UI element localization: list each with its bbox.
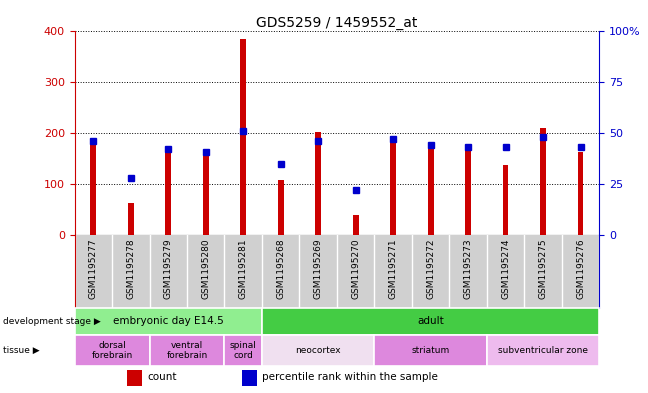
Text: GSM1195270: GSM1195270 <box>351 239 360 299</box>
Bar <box>503 165 509 235</box>
Text: GSM1195277: GSM1195277 <box>89 239 98 299</box>
Bar <box>316 132 321 235</box>
Text: count: count <box>147 373 176 382</box>
Text: embryonic day E14.5: embryonic day E14.5 <box>113 316 224 327</box>
Text: GSM1195274: GSM1195274 <box>501 239 510 299</box>
Text: dorsal
forebrain: dorsal forebrain <box>91 341 133 360</box>
Text: GSM1195278: GSM1195278 <box>126 239 135 299</box>
Bar <box>578 152 583 235</box>
Text: spinal
cord: spinal cord <box>230 341 257 360</box>
Bar <box>75 335 150 366</box>
Text: GSM1195279: GSM1195279 <box>164 239 173 299</box>
Text: ventral
forebrain: ventral forebrain <box>167 341 207 360</box>
Text: GSM1195281: GSM1195281 <box>238 239 248 299</box>
Bar <box>224 335 262 366</box>
Bar <box>128 203 133 235</box>
Text: GSM1195280: GSM1195280 <box>202 239 210 299</box>
Bar <box>127 371 142 386</box>
Bar <box>91 141 96 235</box>
Bar <box>540 128 546 235</box>
Text: adult: adult <box>417 316 444 327</box>
Text: neocortex: neocortex <box>295 346 341 355</box>
Bar <box>242 371 257 386</box>
Text: GSM1195271: GSM1195271 <box>389 239 398 299</box>
Bar <box>165 152 171 235</box>
Bar <box>75 308 262 335</box>
Text: GSM1195268: GSM1195268 <box>276 239 285 299</box>
Text: GSM1195272: GSM1195272 <box>426 239 435 299</box>
Bar <box>150 335 224 366</box>
Bar <box>390 141 396 235</box>
Text: GSM1195276: GSM1195276 <box>576 239 585 299</box>
Text: GSM1195275: GSM1195275 <box>538 239 548 299</box>
Bar <box>375 335 487 366</box>
Bar <box>465 149 471 235</box>
Bar <box>353 215 358 235</box>
Text: percentile rank within the sample: percentile rank within the sample <box>262 373 438 382</box>
Text: GSM1195273: GSM1195273 <box>464 239 472 299</box>
Text: development stage ▶: development stage ▶ <box>3 317 101 326</box>
Bar <box>278 180 284 235</box>
Text: striatum: striatum <box>411 346 450 355</box>
Text: tissue ▶: tissue ▶ <box>3 346 40 355</box>
Bar <box>203 154 209 235</box>
Bar <box>428 149 434 235</box>
Bar <box>240 39 246 235</box>
Text: subventricular zone: subventricular zone <box>498 346 588 355</box>
Title: GDS5259 / 1459552_at: GDS5259 / 1459552_at <box>256 17 418 30</box>
Bar <box>487 335 599 366</box>
Bar <box>262 335 375 366</box>
Text: GSM1195269: GSM1195269 <box>314 239 323 299</box>
Bar <box>262 308 599 335</box>
